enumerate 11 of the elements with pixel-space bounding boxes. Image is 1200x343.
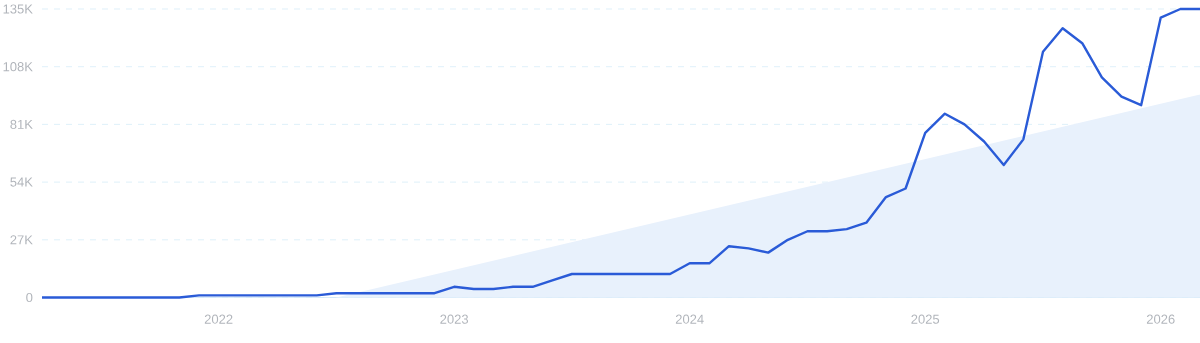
x-tick-label: 2026 bbox=[1146, 314, 1175, 324]
y-tick-label: 27K bbox=[10, 235, 33, 245]
x-tick-label: 2022 bbox=[204, 314, 233, 324]
y-tick-label: 135K bbox=[3, 4, 33, 14]
y-tick-label: 81K bbox=[10, 119, 33, 129]
y-tick-label: 54K bbox=[10, 177, 33, 187]
x-tick-label: 2025 bbox=[911, 314, 940, 324]
x-tick-label: 2023 bbox=[440, 314, 469, 324]
y-tick-label: 108K bbox=[3, 62, 33, 72]
y-tick-label: 0 bbox=[26, 292, 33, 303]
x-tick-label: 2024 bbox=[675, 314, 704, 324]
